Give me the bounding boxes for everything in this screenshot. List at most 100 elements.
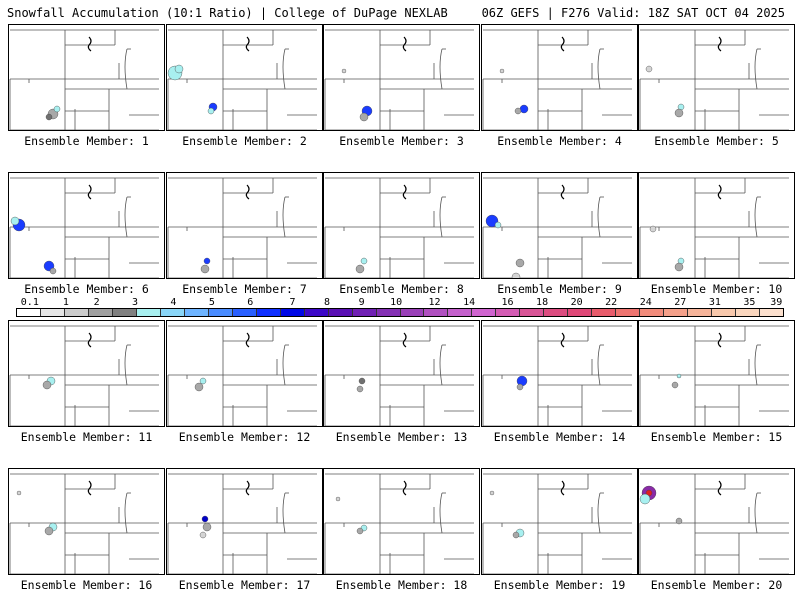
colorbar-tick-label: 10 bbox=[390, 297, 403, 308]
colorbar-swatch bbox=[760, 309, 783, 316]
map-panel bbox=[323, 172, 480, 279]
colorbar-swatch bbox=[544, 309, 569, 316]
snowfall-contour bbox=[42, 380, 52, 390]
colorbar-tick-label: 14 bbox=[463, 297, 476, 308]
lake-outline bbox=[245, 480, 250, 496]
colorbar-swatch bbox=[400, 309, 425, 316]
colorbar-swatch bbox=[328, 309, 353, 316]
state-boundaries-map bbox=[9, 29, 159, 130]
map-panel bbox=[8, 468, 165, 575]
colorbar-tick-label: 16 bbox=[501, 297, 514, 308]
colorbar-swatch bbox=[472, 309, 497, 316]
state-boundaries-map bbox=[9, 177, 159, 278]
snowfall-contour bbox=[207, 107, 215, 115]
map-panel bbox=[481, 468, 638, 575]
lake-outline bbox=[87, 332, 92, 348]
snowfall-contour bbox=[639, 493, 651, 505]
colorbar-tick-label: 0.1 bbox=[20, 297, 39, 308]
map-panel bbox=[8, 320, 165, 427]
member-label: Ensemble Member: 12 bbox=[178, 430, 311, 444]
snowfall-contour bbox=[202, 522, 212, 532]
colorbar-swatch bbox=[280, 309, 305, 316]
snowfall-contour bbox=[335, 496, 341, 502]
state-boundary bbox=[282, 492, 286, 534]
state-boundaries-map bbox=[482, 473, 632, 574]
snowfall-contour bbox=[199, 531, 207, 539]
colorbar-swatch bbox=[208, 309, 233, 316]
snowfall-contour bbox=[494, 221, 502, 229]
lake-outline bbox=[717, 36, 722, 52]
snowfall-contour bbox=[645, 65, 653, 73]
colorbar-tick-label: 20 bbox=[570, 297, 583, 308]
colorbar-swatch bbox=[592, 309, 617, 316]
lake-outline bbox=[245, 36, 250, 52]
snowfall-contour bbox=[675, 517, 683, 525]
colorbar-swatch bbox=[448, 309, 473, 316]
state-boundaries-map bbox=[167, 325, 317, 426]
state-boundaries-map bbox=[167, 177, 317, 278]
colorbar-tick-label: 24 bbox=[639, 297, 652, 308]
colorbar-swatch bbox=[232, 309, 257, 316]
member-label: Ensemble Member: 17 bbox=[178, 578, 311, 592]
state-boundaries-map bbox=[639, 473, 789, 574]
snowfall-contour bbox=[499, 68, 505, 74]
lake-outline bbox=[402, 36, 407, 52]
colorbar-swatch bbox=[616, 309, 641, 316]
lake-outline bbox=[717, 332, 722, 348]
lake-outline bbox=[560, 480, 565, 496]
snowfall-contour bbox=[358, 377, 366, 385]
state-boundaries-map bbox=[167, 29, 317, 130]
snowfall-contour bbox=[45, 113, 53, 121]
member-label: Ensemble Member: 11 bbox=[20, 430, 153, 444]
map-panel bbox=[166, 172, 323, 279]
snowfall-contour bbox=[356, 527, 364, 535]
map-panel bbox=[638, 172, 795, 279]
snowfall-contour bbox=[519, 104, 529, 114]
colorbar-swatch bbox=[112, 309, 137, 316]
map-panel bbox=[323, 320, 480, 427]
member-label: Ensemble Member: 8 bbox=[339, 282, 464, 296]
state-boundary bbox=[597, 492, 601, 534]
snowfall-contour bbox=[671, 381, 679, 389]
valid-time: 06Z GEFS | F276 Valid: 18Z SAT OCT 04 20… bbox=[481, 6, 785, 20]
snowfall-contour bbox=[53, 105, 61, 113]
state-boundary bbox=[282, 344, 286, 386]
lake-outline bbox=[560, 332, 565, 348]
colorbar-swatch bbox=[496, 309, 521, 316]
lake-outline bbox=[560, 184, 565, 200]
state-boundaries-map bbox=[482, 325, 632, 426]
state-boundary bbox=[124, 492, 128, 534]
colorbar-swatch bbox=[736, 309, 761, 316]
snowfall-contour bbox=[355, 264, 365, 274]
lake-outline bbox=[87, 184, 92, 200]
colorbar-swatch bbox=[88, 309, 113, 316]
map-panel bbox=[323, 24, 480, 131]
colorbar-swatch bbox=[304, 309, 329, 316]
map-panel bbox=[166, 468, 323, 575]
state-boundaries-map bbox=[167, 473, 317, 574]
colorbar-swatch bbox=[64, 309, 89, 316]
member-label: Ensemble Member: 4 bbox=[497, 134, 622, 148]
map-panel bbox=[481, 172, 638, 279]
colorbar-tick-label: 22 bbox=[605, 297, 618, 308]
snowfall-contour bbox=[201, 515, 209, 523]
state-boundary bbox=[124, 196, 128, 238]
lake-outline bbox=[402, 332, 407, 348]
state-boundaries-map bbox=[9, 325, 159, 426]
colorbar-tick-label: 3 bbox=[132, 297, 139, 308]
colorbar-swatch bbox=[376, 309, 401, 316]
colorbar-swatch bbox=[568, 309, 593, 316]
map-panel bbox=[8, 172, 165, 279]
member-label: Ensemble Member: 1 bbox=[24, 134, 149, 148]
colorbar-tick-label: 9 bbox=[358, 297, 365, 308]
colorbar-swatch bbox=[712, 309, 737, 316]
state-boundary bbox=[282, 48, 286, 90]
snowfall-contour bbox=[676, 373, 682, 379]
colorbar-tick-label: 18 bbox=[536, 297, 549, 308]
colorbar-swatch bbox=[136, 309, 161, 316]
member-label: Ensemble Member: 5 bbox=[654, 134, 779, 148]
state-boundary bbox=[439, 492, 443, 534]
snowfall-contour bbox=[174, 64, 184, 74]
state-boundaries-map bbox=[324, 29, 474, 130]
colorbar-tick-label: 7 bbox=[289, 297, 296, 308]
